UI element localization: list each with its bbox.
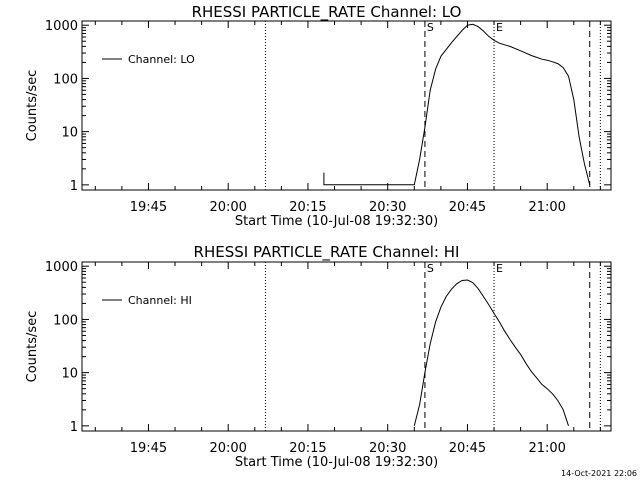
x-tick-label: 19:45 xyxy=(130,441,167,456)
y-tick-label: 1000 xyxy=(45,19,78,34)
y-tick-label: 100 xyxy=(53,72,78,87)
x-tick-label: 20:15 xyxy=(289,441,326,456)
footer-timestamp: 14-Oct-2021 22:06 xyxy=(561,469,637,478)
series-line xyxy=(323,23,591,186)
chart-title: RHESSI PARTICLE_RATE Channel: HI xyxy=(194,243,460,262)
x-tick-label: 20:45 xyxy=(449,200,486,215)
legend-label: Channel: LO xyxy=(128,53,195,66)
marker-label: E xyxy=(496,21,503,34)
x-tick-label: 20:15 xyxy=(289,200,326,215)
y-tick-label: 1 xyxy=(70,420,78,435)
x-tick-label: 21:00 xyxy=(528,441,565,456)
x-tick-label: 20:45 xyxy=(449,441,486,456)
y-tick-label: 10 xyxy=(61,126,78,141)
y-tick-label: 10 xyxy=(61,367,78,382)
y-tick-label: 1000 xyxy=(45,260,78,275)
marker-label: S xyxy=(427,21,434,34)
x-axis-label: Start Time (10-Jul-08 19:32:30) xyxy=(235,214,438,229)
x-tick-label: 20:30 xyxy=(369,441,406,456)
legend-label: Channel: HI xyxy=(128,294,192,307)
chart-title: RHESSI PARTICLE_RATE Channel: LO xyxy=(192,3,462,22)
y-tick-label: 100 xyxy=(53,313,78,328)
marker-label: E xyxy=(496,262,503,275)
x-axis-label: Start Time (10-Jul-08 19:32:30) xyxy=(235,455,438,470)
x-tick-label: 21:00 xyxy=(528,200,565,215)
x-tick-label: 20:30 xyxy=(369,200,406,215)
y-tick-label: 1 xyxy=(70,179,78,194)
chart-panel-lo: RHESSI PARTICLE_RATE Channel: LO 19:45 20:… xyxy=(25,3,612,229)
y-axis-label: Counts/sec xyxy=(25,311,40,383)
y-axis-label: Counts/sec xyxy=(25,70,40,142)
chart-panel-hi: RHESSI PARTICLE_RATE Channel: HI 19:45 20:… xyxy=(25,243,612,470)
marker-label: S xyxy=(427,262,434,275)
series-line xyxy=(413,279,569,426)
x-tick-label: 19:45 xyxy=(130,200,167,215)
x-tick-label: 20:00 xyxy=(209,200,246,215)
plot-frame xyxy=(81,20,612,191)
plot-frame xyxy=(81,261,612,432)
x-tick-label: 20:00 xyxy=(209,441,246,456)
